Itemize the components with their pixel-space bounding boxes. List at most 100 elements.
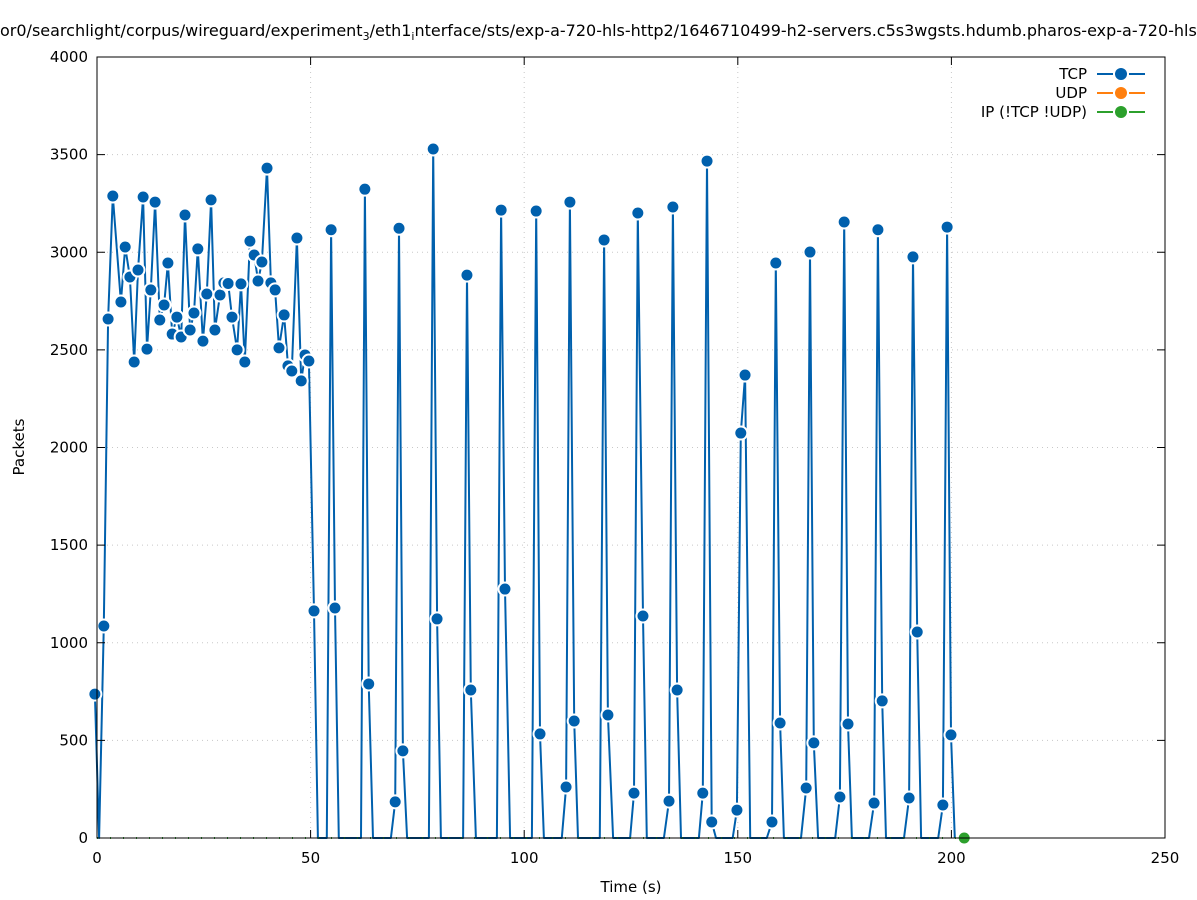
data-point [293, 373, 309, 389]
title-segment: /eth1 [370, 21, 412, 40]
series-layer [87, 141, 972, 846]
title-segment: nterface/sts/exp-a-720-hls-http2/1646710… [414, 21, 1196, 40]
series-tcp [87, 141, 959, 839]
data-point [289, 230, 305, 246]
data-point [117, 239, 133, 255]
data-point [327, 600, 343, 616]
data-point [532, 726, 548, 742]
data-point [600, 707, 616, 723]
data-point [361, 676, 377, 692]
title-segment: or0/searchlight/corpus/wireguard/experim… [0, 21, 363, 40]
data-point [250, 273, 266, 289]
data-point [139, 341, 155, 357]
data-point [323, 222, 339, 238]
data-point [387, 794, 403, 810]
data-point [806, 735, 822, 751]
data-point [207, 322, 223, 338]
data-point [737, 367, 753, 383]
data-point [177, 207, 193, 223]
legend-marker [1115, 106, 1127, 118]
data-point [695, 785, 711, 801]
y-axis-label: Packets [10, 418, 28, 475]
data-point [156, 297, 172, 313]
data-point [429, 611, 445, 627]
axes: 0 500 1000 1500 2000 2500 3000 3500 4000 0 50 100 15… [50, 48, 1180, 867]
x-tick-label: 100 [510, 849, 539, 867]
data-point [259, 160, 275, 176]
data-point [267, 282, 283, 298]
legend-label: UDP [1055, 84, 1087, 102]
data-point [493, 202, 509, 218]
data-point [190, 241, 206, 257]
data-point [943, 727, 959, 743]
data-point [395, 743, 411, 759]
data-point [224, 309, 240, 325]
y-tick-label: 500 [59, 731, 88, 749]
legend-label: TCP [1058, 65, 1087, 83]
data-point [242, 233, 258, 249]
data-point [212, 287, 228, 303]
data-point [798, 780, 814, 796]
data-point [870, 222, 886, 238]
data-point [704, 814, 720, 830]
data-point [836, 214, 852, 230]
y-tick-label: 3000 [50, 243, 88, 261]
data-point [729, 802, 745, 818]
data-point [169, 309, 185, 325]
y-tick-label: 2500 [50, 341, 88, 359]
data-point [558, 779, 574, 795]
data-point [699, 153, 715, 169]
y-tick-label: 4000 [50, 48, 88, 66]
data-point [596, 232, 612, 248]
data-point [630, 205, 646, 221]
data-point [874, 693, 890, 709]
data-point [113, 294, 129, 310]
data-point [866, 795, 882, 811]
x-tick-label: 150 [723, 849, 752, 867]
data-point [772, 715, 788, 731]
data-point [152, 312, 168, 328]
data-point [220, 275, 236, 291]
data-point [733, 425, 749, 441]
data-point [626, 785, 642, 801]
data-point [199, 286, 215, 302]
data-point [284, 363, 300, 379]
x-tick-label: 0 [92, 849, 102, 867]
data-point [935, 797, 951, 813]
data-point [96, 618, 112, 634]
y-tick-label: 0 [78, 829, 88, 847]
data-point [764, 814, 780, 830]
data-point [901, 790, 917, 806]
data-point [87, 686, 103, 702]
x-tick-label: 50 [301, 849, 320, 867]
data-point [100, 311, 116, 327]
data-point [147, 194, 163, 210]
title-subscript: 3 [363, 30, 370, 43]
data-point [186, 305, 202, 321]
data-point [562, 194, 578, 210]
data-point [840, 716, 856, 732]
legend-marker [1115, 87, 1127, 99]
data-point [391, 220, 407, 236]
data-point [182, 322, 198, 338]
data-point [195, 333, 211, 349]
data-point [203, 192, 219, 208]
y-tick-label: 1500 [50, 536, 88, 554]
data-point [909, 624, 925, 640]
data-point [143, 282, 159, 298]
series-line [93, 148, 956, 839]
data-point [233, 276, 249, 292]
data-point [254, 254, 270, 270]
legend-marker [1115, 68, 1127, 80]
data-point [229, 342, 245, 358]
data-point [566, 713, 582, 729]
grid [97, 57, 1165, 838]
data-point [425, 141, 441, 157]
y-tick-label: 1000 [50, 634, 88, 652]
data-point [528, 203, 544, 219]
data-point [271, 340, 287, 356]
data-point [160, 255, 176, 271]
data-point [130, 262, 146, 278]
data-point [669, 682, 685, 698]
